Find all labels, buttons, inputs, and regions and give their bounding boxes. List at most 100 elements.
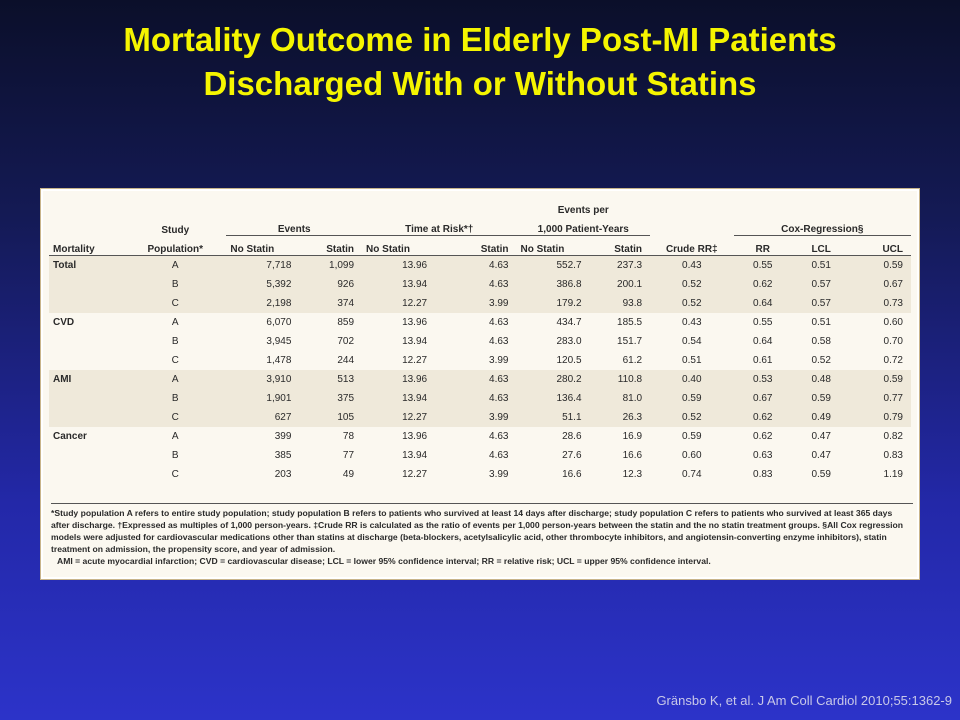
cell-population: B — [171, 336, 179, 347]
cell-rate-statin: 151.7 — [617, 336, 643, 347]
cell-mortality: Cancer — [53, 431, 87, 442]
header-rr: RR — [733, 235, 792, 256]
cell-rate-no-statin: 28.6 — [562, 431, 582, 442]
cell-rate-statin: 200.1 — [589, 275, 651, 294]
cell-lcl: 0.49 — [791, 408, 851, 427]
cell-population: B — [124, 389, 227, 408]
header-time-at-risk: Time at Risk*† — [362, 216, 517, 236]
table-row: C 1,478 244 12.27 3.99 120.5 61.2 0.51 0.61 0.52 0… — [49, 351, 911, 370]
cell-ucl: 0.82 — [883, 431, 903, 442]
cell-mortality — [49, 332, 124, 351]
citation: Gränsbo K, et al. J Am Coll Cardiol 2010… — [656, 693, 952, 708]
cell-rate-no-statin: 179.2 — [516, 294, 590, 313]
cell-events-no-statin: 7,718 — [226, 255, 300, 275]
cell-mortality — [49, 389, 125, 408]
cell-time-no-statin: 13.96 — [362, 255, 436, 275]
cell-events-no-statin: 3,945 — [266, 336, 292, 347]
cell-population: B — [124, 275, 227, 294]
header-time-statin: Statin — [435, 235, 517, 256]
cell-rate-statin: 61.2 — [622, 355, 643, 366]
cell-crude-rr: 0.52 — [650, 408, 734, 427]
cell-population: C — [171, 469, 179, 480]
header-events: Events — [226, 216, 363, 236]
cell-time-no-statin: 13.94 — [362, 275, 436, 294]
cell-population: C — [124, 294, 227, 313]
cell-crude-rr: 0.54 — [682, 336, 702, 347]
cell-mortality — [49, 294, 125, 313]
header-ucl: UCL — [850, 235, 911, 256]
table-row: Total A 7,718 1,099 13.96 4.63 552.7 237.3 0.43 0… — [49, 255, 911, 275]
table-body: Total A 7,718 1,099 13.96 4.63 552.7 237.3 0.43 0… — [49, 255, 911, 485]
cell-population: A — [171, 431, 179, 442]
cell-mortality — [49, 446, 124, 465]
table-row: C 2,198 374 12.27 3.99 179.2 93.8 0.52 0.64 0.57 0… — [49, 294, 911, 313]
cell-ucl: 0.73 — [850, 294, 911, 313]
table-row: B 385 77 13.94 4.63 27.6 16.6 0.60 0.63 0.47 0.83 — [49, 446, 911, 465]
cell-time-no-statin: 13.96 — [402, 317, 428, 328]
cell-crude-rr: 0.74 — [682, 469, 702, 480]
cell-ucl: 1.19 — [883, 469, 903, 480]
table-footnote: *Study population A refers to entire stu… — [51, 503, 913, 567]
cell-rate-statin: 110.8 — [589, 370, 651, 389]
header-lcl: LCL — [791, 235, 851, 256]
cell-population: C — [171, 355, 179, 366]
cell-crude-rr: 0.51 — [682, 355, 702, 366]
table-row: CVD A 6,070 859 13.96 4.63 434.7 185.5 0.43 0.55 0… — [49, 313, 911, 332]
cell-time-statin: 3.99 — [435, 408, 517, 427]
cell-time-no-statin: 12.27 — [362, 294, 436, 313]
cell-time-no-statin: 13.94 — [362, 389, 436, 408]
cell-time-statin: 4.63 — [489, 317, 509, 328]
header-rate-no-statin: No Statin — [516, 235, 590, 256]
cell-mortality — [49, 275, 125, 294]
cell-lcl: 0.52 — [811, 355, 831, 366]
cell-rate-no-statin: 386.8 — [516, 275, 590, 294]
cell-time-no-statin: 12.27 — [402, 469, 428, 480]
cell-crude-rr: 0.60 — [682, 450, 702, 461]
cell-events-no-statin: 203 — [274, 469, 292, 480]
header-study-line1: Study — [161, 224, 190, 236]
cell-events-no-statin: 627 — [226, 408, 300, 427]
cell-crude-rr: 0.59 — [682, 431, 702, 442]
cell-lcl: 0.51 — [811, 317, 831, 328]
table-row: B 5,392 926 13.94 4.63 386.8 200.1 0.52 0.62 0.57… — [49, 275, 911, 294]
cell-ucl: 0.59 — [850, 255, 911, 275]
cell-rate-no-statin: 280.2 — [516, 370, 590, 389]
cell-rate-no-statin: 283.0 — [556, 336, 582, 347]
cell-time-no-statin: 12.27 — [362, 408, 436, 427]
cell-events-statin: 702 — [337, 336, 355, 347]
cell-rate-statin: 93.8 — [589, 294, 651, 313]
cell-time-statin: 3.99 — [489, 469, 509, 480]
mortality-table: Events per Study Events Time at Risk*† 1… — [49, 197, 911, 484]
cell-time-statin: 3.99 — [489, 355, 509, 366]
cell-mortality — [49, 465, 124, 484]
cell-mortality: AMI — [49, 370, 125, 389]
cell-ucl: 0.60 — [883, 317, 903, 328]
cell-rr: 0.55 — [733, 255, 792, 275]
cell-events-no-statin: 6,070 — [266, 317, 292, 328]
cell-ucl: 0.67 — [850, 275, 911, 294]
cell-rate-no-statin: 51.1 — [516, 408, 590, 427]
cell-crude-rr: 0.52 — [650, 275, 734, 294]
cell-ucl: 0.77 — [850, 389, 911, 408]
cell-rate-no-statin: 16.6 — [562, 469, 582, 480]
header-study-line2: Population* — [124, 235, 227, 256]
cell-events-statin: 859 — [337, 317, 355, 328]
table-row: C 627 105 12.27 3.99 51.1 26.3 0.52 0.62 0.49 0.79 — [49, 408, 911, 427]
header-crude-rr: Crude RR‡ — [650, 235, 734, 256]
title-line-2: Discharged With or Without Statins — [203, 65, 757, 102]
cell-time-statin: 4.63 — [489, 336, 509, 347]
cell-rate-no-statin: 434.7 — [556, 317, 582, 328]
cell-rate-statin: 185.5 — [617, 317, 643, 328]
cell-rr: 0.63 — [753, 450, 773, 461]
cell-ucl: 0.70 — [883, 336, 903, 347]
footnote-abbreviations: AMI = acute myocardial infarction; CVD =… — [57, 556, 711, 566]
cell-population: B — [171, 450, 179, 461]
table-row: B 3,945 702 13.94 4.63 283.0 151.7 0.54 0.64 0.58… — [49, 332, 911, 351]
cell-time-statin: 4.63 — [489, 450, 509, 461]
cell-time-statin: 4.63 — [435, 370, 517, 389]
cell-rr: 0.62 — [733, 275, 792, 294]
cell-rr: 0.64 — [753, 336, 773, 347]
cell-crude-rr: 0.43 — [650, 255, 734, 275]
slide-title: Mortality Outcome in Elderly Post-MI Pat… — [0, 18, 960, 106]
cell-events-statin: 1,099 — [299, 255, 363, 275]
